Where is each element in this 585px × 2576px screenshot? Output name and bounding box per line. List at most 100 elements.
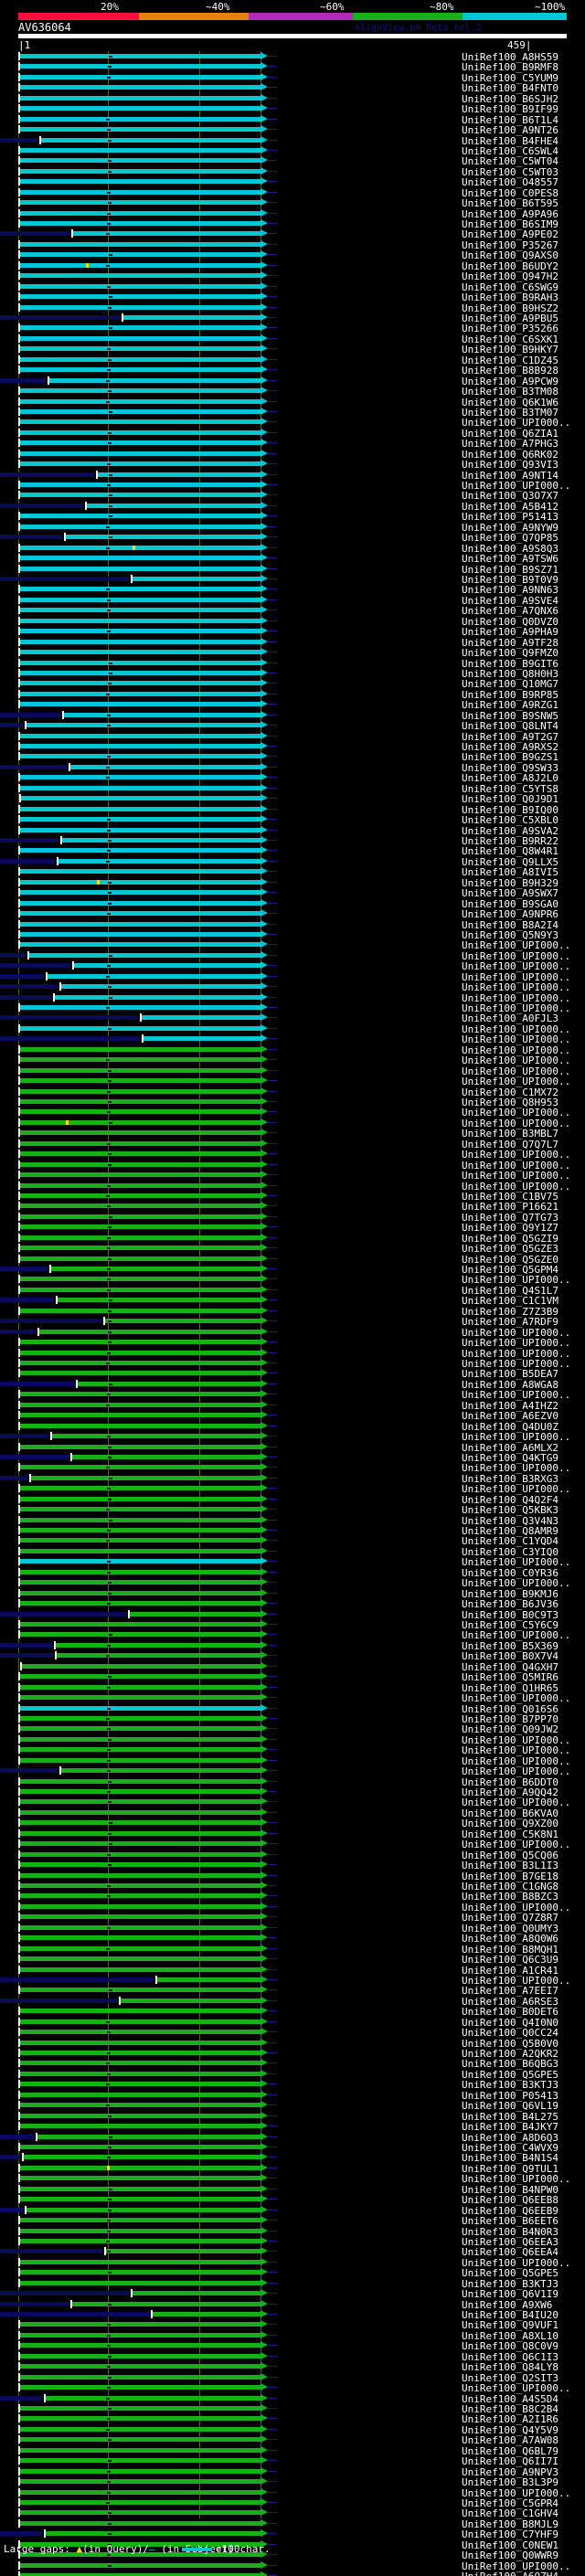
hit-bar[interactable] bbox=[20, 179, 261, 184]
hit-label[interactable]: UniRef100_B6DDT0 bbox=[462, 1776, 558, 1788]
hit-label[interactable]: UniRef100_A6MLX2 bbox=[462, 1442, 558, 1454]
hit-label[interactable]: UniRef100_C5GPR4 bbox=[462, 2497, 558, 2509]
hit-label[interactable]: UniRef100_Q5GZE3 bbox=[462, 1243, 558, 1255]
hit-label[interactable]: UniRef100_Q6ZIA1 bbox=[462, 428, 558, 440]
hit-label[interactable]: UniRef100_UPI000.. bbox=[462, 1181, 571, 1193]
hit-bar[interactable] bbox=[20, 1130, 261, 1135]
hit-label[interactable]: UniRef100_UPI000.. bbox=[462, 1023, 571, 1035]
hit-label[interactable]: UniRef100_A8J2L0 bbox=[462, 772, 558, 784]
hit-label[interactable]: UniRef100_A9NT26 bbox=[462, 124, 558, 136]
hit-label[interactable]: UniRef100_B9IF99 bbox=[462, 103, 558, 115]
hit-label[interactable]: UniRef100_Q6C3U9 bbox=[462, 1954, 558, 1966]
hit-label[interactable]: UniRef100_B8A2I4 bbox=[462, 919, 558, 931]
hit-bar[interactable] bbox=[20, 493, 261, 497]
hit-bar[interactable] bbox=[20, 451, 261, 456]
hit-label[interactable]: UniRef100_UPI000.. bbox=[462, 1734, 571, 1746]
hit-bar[interactable] bbox=[20, 2333, 261, 2337]
hit-label[interactable]: UniRef100_A9NT14 bbox=[462, 470, 558, 482]
hit-label[interactable]: UniRef100_A9SVA2 bbox=[462, 825, 558, 837]
hit-bar[interactable] bbox=[20, 1946, 261, 1951]
hit-label[interactable]: UniRef100_C7YHF9 bbox=[462, 2528, 558, 2540]
hit-bar[interactable] bbox=[27, 2208, 261, 2212]
hit-bar[interactable] bbox=[20, 702, 261, 706]
hit-label[interactable]: UniRef100_B3TM08 bbox=[462, 386, 558, 398]
hit-label[interactable]: UniRef100_A9PHA9 bbox=[462, 626, 558, 638]
hit-bar[interactable] bbox=[20, 1246, 261, 1250]
hit-label[interactable]: UniRef100_UPI000.. bbox=[462, 1107, 571, 1118]
hit-label[interactable]: UniRef100_A6QZH4 bbox=[462, 2571, 558, 2576]
hit-bar[interactable] bbox=[20, 2479, 261, 2484]
hit-bar[interactable] bbox=[20, 1445, 261, 1449]
hit-label[interactable]: UniRef100_A9TF28 bbox=[462, 637, 558, 649]
hit-label[interactable]: UniRef100_Q7TG73 bbox=[462, 1212, 558, 1224]
hit-label[interactable]: UniRef100_A9RZG1 bbox=[462, 699, 558, 711]
hit-label[interactable]: UniRef100_B9KMJ6 bbox=[462, 1588, 558, 1600]
hit-bar[interactable] bbox=[20, 1193, 261, 1198]
hit-label[interactable]: UniRef100_Q947H2 bbox=[462, 270, 558, 282]
hit-label[interactable]: UniRef100_B3L3P9 bbox=[462, 2476, 558, 2488]
hit-label[interactable]: UniRef100_Q4Y5V9 bbox=[462, 2424, 558, 2436]
hit-label[interactable]: UniRef100_Q6EEB8 bbox=[462, 2194, 558, 2206]
hit-bar[interactable] bbox=[20, 1967, 261, 1972]
hit-label[interactable]: UniRef100_UPI000.. bbox=[462, 1975, 571, 1987]
hit-label[interactable]: UniRef100_Q8H0H3 bbox=[462, 668, 558, 680]
hit-bar[interactable] bbox=[20, 1549, 261, 1553]
hit-bar[interactable] bbox=[20, 440, 261, 445]
hit-label[interactable]: UniRef100_Q6EEA4 bbox=[462, 2246, 558, 2258]
hit-label[interactable]: UniRef100_Q8LNT4 bbox=[462, 720, 558, 732]
hit-bar[interactable] bbox=[27, 723, 261, 727]
hit-bar[interactable] bbox=[51, 1267, 261, 1271]
hit-bar[interactable] bbox=[58, 859, 261, 864]
hit-bar[interactable] bbox=[55, 995, 261, 1000]
hit-label[interactable]: UniRef100_Q6K1W6 bbox=[462, 397, 558, 408]
hit-label[interactable]: UniRef100_UPI000.. bbox=[462, 1692, 571, 1704]
hit-label[interactable]: UniRef100_Q5B0V0 bbox=[462, 2038, 558, 2050]
hit-label[interactable]: UniRef100_A6EZV0 bbox=[462, 1410, 558, 1422]
hit-bar[interactable] bbox=[20, 2458, 261, 2463]
hit-label[interactable]: UniRef100_B9SGA0 bbox=[462, 898, 558, 910]
hit-bar[interactable] bbox=[20, 1047, 261, 1052]
hit-bar[interactable] bbox=[20, 2082, 261, 2086]
hit-label[interactable]: UniRef100_UPI000.. bbox=[462, 1044, 571, 1056]
hit-label[interactable]: UniRef100_B6EET6 bbox=[462, 2215, 558, 2227]
hit-bar[interactable] bbox=[20, 807, 261, 811]
hit-label[interactable]: UniRef100_A9PBU5 bbox=[462, 313, 558, 324]
hit-label[interactable]: UniRef100_UPI000.. bbox=[462, 2382, 571, 2394]
hit-bar[interactable] bbox=[20, 2281, 261, 2285]
hit-bar[interactable] bbox=[20, 1099, 261, 1104]
hit-label[interactable]: UniRef100_Q9AXS0 bbox=[462, 249, 558, 261]
hit-label[interactable]: UniRef100_UPI000.. bbox=[462, 1327, 571, 1339]
hit-label[interactable]: UniRef100_UPI000.. bbox=[462, 1034, 571, 1045]
hit-bar[interactable] bbox=[142, 1015, 261, 1020]
hit-label[interactable]: UniRef100_B6UDY2 bbox=[462, 260, 558, 272]
hit-label[interactable]: UniRef100_A9SVE4 bbox=[462, 595, 558, 607]
hit-label[interactable]: UniRef100_Q5CQ06 bbox=[462, 1850, 558, 1861]
hit-label[interactable]: UniRef100_C5WT04 bbox=[462, 155, 558, 167]
hit-label[interactable]: UniRef100_B6SJH2 bbox=[462, 93, 558, 105]
hit-label[interactable]: UniRef100_B0C9T3 bbox=[462, 1609, 558, 1621]
hit-label[interactable]: UniRef100_P35266 bbox=[462, 323, 558, 334]
hit-bar[interactable] bbox=[20, 890, 261, 895]
hit-bar[interactable] bbox=[87, 504, 261, 508]
hit-bar[interactable] bbox=[20, 932, 261, 937]
hit-label[interactable]: UniRef100_Q9LLX5 bbox=[462, 856, 558, 868]
hit-label[interactable]: UniRef100_A7AW08 bbox=[462, 2434, 558, 2446]
hit-bar[interactable] bbox=[20, 1413, 261, 1417]
hit-bar[interactable] bbox=[20, 2166, 261, 2170]
hit-label[interactable]: UniRef100_Q7Z8R7 bbox=[462, 1912, 558, 1924]
hit-bar[interactable] bbox=[41, 138, 261, 143]
hit-label[interactable]: UniRef100_B9H329 bbox=[462, 877, 558, 889]
hit-label[interactable]: UniRef100_UPI000.. bbox=[462, 1765, 571, 1777]
hit-bar[interactable] bbox=[20, 619, 261, 623]
hit-bar[interactable] bbox=[20, 482, 261, 487]
hit-bar[interactable] bbox=[20, 1277, 261, 1281]
hit-label[interactable]: UniRef100_A7EEI7 bbox=[462, 1985, 558, 1997]
hit-bar[interactable] bbox=[20, 2385, 261, 2390]
hit-bar[interactable] bbox=[20, 546, 261, 550]
hit-label[interactable]: UniRef100_B6T1L4 bbox=[462, 114, 558, 126]
hit-bar[interactable] bbox=[20, 252, 261, 257]
hit-bar[interactable] bbox=[20, 775, 261, 779]
hit-bar[interactable] bbox=[20, 786, 261, 790]
hit-label[interactable]: UniRef100_UPI000.. bbox=[462, 981, 571, 993]
hit-label[interactable]: UniRef100_A8IVI5 bbox=[462, 866, 558, 878]
